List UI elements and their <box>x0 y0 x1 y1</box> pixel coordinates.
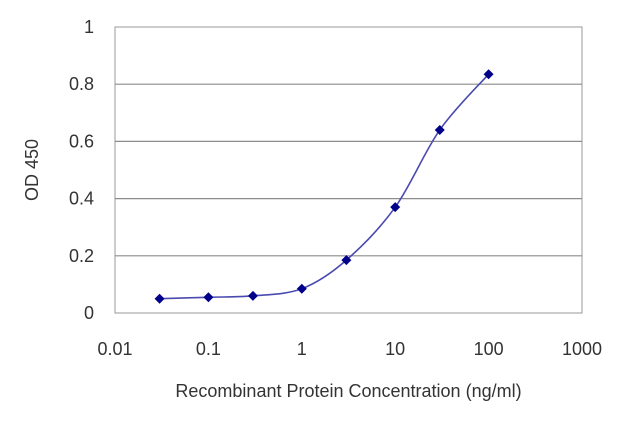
x-axis-label: Recombinant Protein Concentration (ng/ml… <box>175 381 521 401</box>
data-point <box>434 124 445 135</box>
x-tick-label: 1000 <box>562 339 602 359</box>
y-tick-label: 0.6 <box>69 131 94 151</box>
data-point <box>154 293 165 304</box>
y-axis-ticks: 0 0.2 0.4 0.6 0.8 1 <box>69 17 94 323</box>
data-point <box>341 255 352 266</box>
y-tick-label: 0 <box>84 303 94 323</box>
y-tick-label: 0.8 <box>69 74 94 94</box>
x-tick-label: 1 <box>297 339 307 359</box>
data-point <box>247 290 258 301</box>
y-tick-label: 0.2 <box>69 246 94 266</box>
x-tick-label: 100 <box>474 339 504 359</box>
x-axis-ticks: 0.01 0.1 1 10 100 1000 <box>97 339 602 359</box>
plot-area <box>114 26 583 314</box>
y-tick-label: 0.4 <box>69 189 94 209</box>
grid-lines <box>115 83 582 257</box>
data-point <box>483 69 494 80</box>
y-tick-label: 1 <box>84 17 94 37</box>
x-tick-label: 0.1 <box>196 339 221 359</box>
data-point <box>203 292 214 303</box>
series-group <box>154 69 494 304</box>
x-tick-label: 0.01 <box>97 339 132 359</box>
data-point <box>390 202 401 213</box>
x-tick-label: 10 <box>385 339 405 359</box>
y-axis-label: OD 450 <box>22 139 42 201</box>
data-point <box>296 283 307 294</box>
